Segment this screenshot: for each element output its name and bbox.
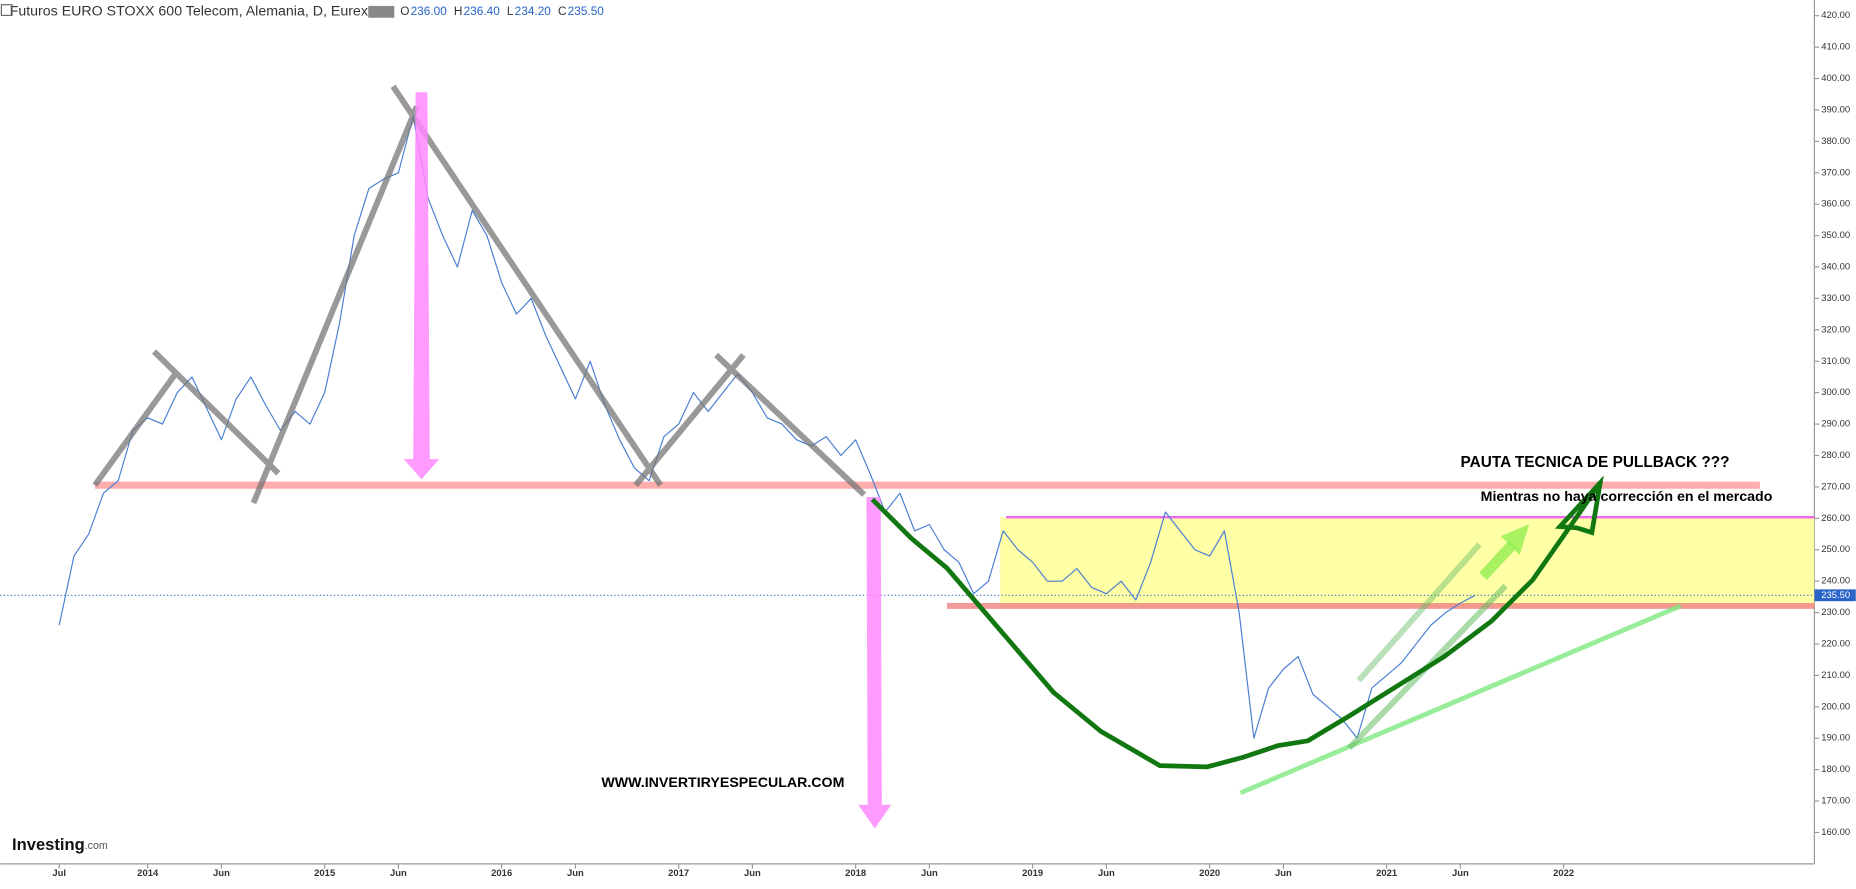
arrow — [858, 497, 892, 829]
y-tick-label: 310.00 — [1821, 356, 1850, 367]
ohlc-value: 235.50 — [568, 4, 605, 18]
settings-icon[interactable] — [368, 5, 395, 18]
y-tick-label: 330.00 — [1821, 293, 1850, 304]
trend-line — [714, 352, 867, 497]
y-tick-label: 340.00 — [1821, 262, 1850, 273]
drawings — [94, 481, 1815, 609]
x-tick-label: 2014 — [137, 868, 159, 879]
x-tick-label: 2015 — [314, 868, 335, 879]
x-tick-label: Jun — [1098, 868, 1115, 879]
ohlc-key: H — [454, 4, 463, 18]
drawings-over — [92, 84, 1682, 829]
x-tick-label: 2021 — [1376, 868, 1397, 879]
y-tick-label: 420.00 — [1821, 10, 1850, 21]
trend-line — [250, 105, 420, 505]
logo: Investing.com — [12, 836, 108, 855]
x-tick-label: 2022 — [1553, 868, 1574, 879]
trend-line — [390, 84, 664, 487]
y-tick-label: 220.00 — [1821, 638, 1850, 649]
y-tick-label: 300.00 — [1821, 387, 1850, 398]
x-tick-label: Jun — [744, 868, 761, 879]
x-tick-label: 2019 — [1022, 868, 1043, 879]
y-tick-label: 240.00 — [1821, 576, 1850, 587]
arrow-head — [1500, 524, 1530, 556]
y-tick-label: 410.00 — [1821, 42, 1850, 53]
annotation: WWW.INVERTIRYESPECULAR.COM — [601, 775, 844, 791]
x-tick-label: 2017 — [668, 868, 689, 879]
last-price-tag — [1814, 589, 1856, 602]
ohlc-key: C — [558, 4, 567, 18]
last-price-label: 235.50 — [1821, 590, 1850, 601]
x-tick-label: Jun — [213, 868, 230, 879]
y-tick-label: 380.00 — [1821, 136, 1850, 147]
logo-suffix: .com — [85, 840, 108, 852]
arrow — [1479, 540, 1517, 580]
y-tick-label: 400.00 — [1821, 73, 1850, 84]
y-tick-label: 260.00 — [1821, 513, 1850, 524]
trend-line — [633, 353, 746, 488]
y-tick-label: 290.00 — [1821, 419, 1850, 430]
arrow — [403, 92, 440, 480]
y-tick-label: 230.00 — [1821, 607, 1850, 618]
y-tick-label: 190.00 — [1821, 733, 1850, 744]
x-tick-label: Jun — [567, 868, 584, 879]
ohlc-key: O — [400, 4, 409, 18]
ohlc-value: 236.40 — [464, 4, 501, 18]
x-tick-label: 2016 — [491, 868, 512, 879]
x-tick-label: Jul — [52, 868, 66, 879]
y-tick-label: 210.00 — [1821, 670, 1850, 681]
y-tick-label: 270.00 — [1821, 481, 1850, 492]
projection-curve — [870, 481, 1603, 770]
ohlc-value: 234.20 — [515, 4, 552, 18]
trend-line — [151, 349, 281, 476]
y-tick-label: 320.00 — [1821, 324, 1850, 335]
x-tick-label: Jun — [921, 868, 938, 879]
y-tick-label: 280.00 — [1821, 450, 1850, 461]
annotation: Mientras no haya corrección en el mercad… — [1481, 489, 1773, 505]
y-tick-label: 170.00 — [1821, 796, 1850, 807]
ohlc-value: 236.00 — [411, 4, 448, 18]
ohlc: O 236.00 H 236.40 L 234.20 C 235.50 — [400, 4, 604, 18]
annotation: PAUTA TECNICA DE PULLBACK ??? — [1461, 454, 1730, 471]
logo-main: Investing — [12, 836, 85, 855]
x-tick-label: 2018 — [845, 868, 866, 879]
y-tick-label: 350.00 — [1821, 230, 1850, 241]
collapse-icon[interactable] — [0, 4, 13, 16]
x-tick-label: Jun — [390, 868, 407, 879]
y-tick-label: 250.00 — [1821, 544, 1850, 555]
x-tick-label: Jun — [1452, 868, 1469, 879]
arrow-head — [1554, 475, 1604, 536]
x-tick-label: 2020 — [1199, 868, 1220, 879]
y-tick-label: 180.00 — [1821, 764, 1850, 775]
trend-line — [1239, 603, 1682, 796]
ohlc-key: L — [507, 4, 514, 18]
y-tick-label: 370.00 — [1821, 167, 1850, 178]
chart-title: Futuros EURO STOXX 600 Telecom, Alemania… — [10, 4, 368, 20]
x-tick-label: Jun — [1275, 868, 1292, 879]
trend-line — [1356, 542, 1482, 683]
y-tick-label: 360.00 — [1821, 199, 1850, 210]
plot — [0, 115, 1815, 739]
y-tick-label: 390.00 — [1821, 104, 1850, 115]
y-tick-label: 200.00 — [1821, 701, 1850, 712]
trend-line — [92, 372, 178, 487]
price-line — [58, 115, 1476, 739]
range-box — [1000, 517, 1815, 608]
y-tick-label: 160.00 — [1821, 827, 1850, 838]
